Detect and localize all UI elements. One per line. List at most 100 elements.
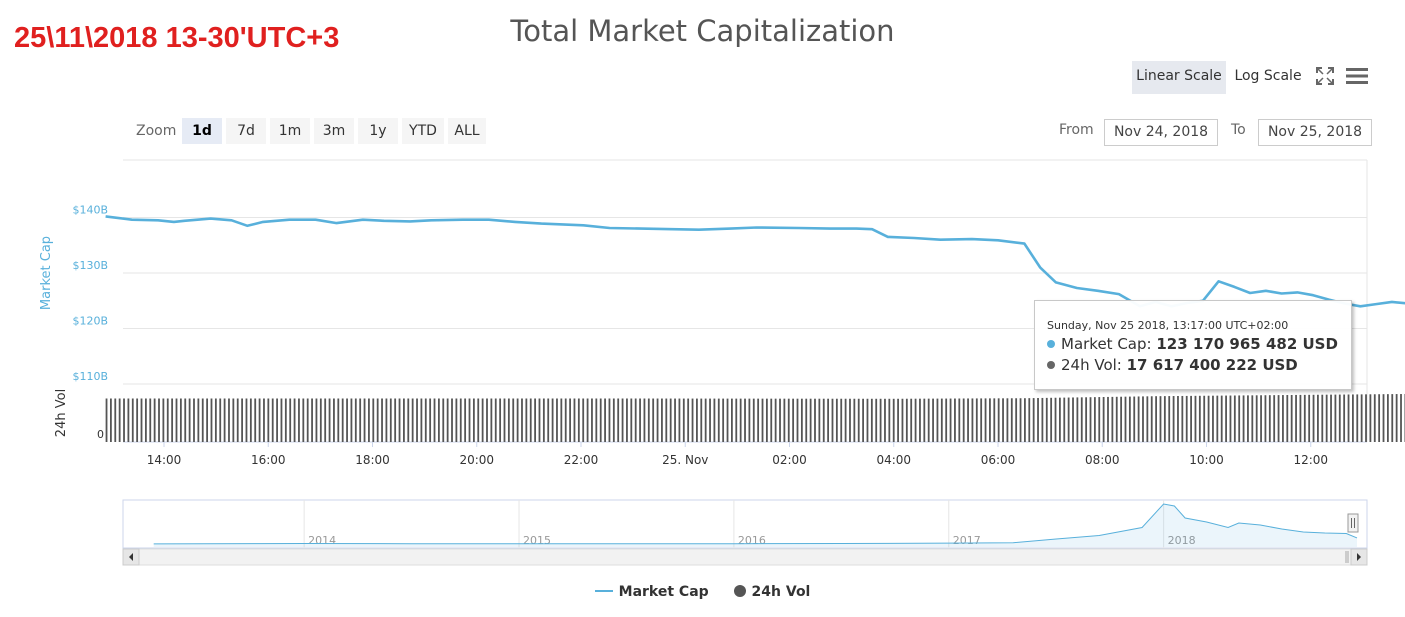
volume-bar [827, 398, 830, 442]
volume-bar [385, 398, 388, 442]
volume-bar [1286, 395, 1289, 442]
volume-bar [446, 398, 449, 442]
volume-bar [1216, 395, 1219, 442]
from-date-input[interactable]: Nov 24, 2018 [1104, 119, 1218, 146]
to-date-input[interactable]: Nov 25, 2018 [1258, 119, 1372, 146]
volume-bar [1295, 394, 1297, 442]
zoom-7d-button[interactable]: 7d [226, 118, 266, 144]
volume-bar [612, 398, 615, 442]
volume-bar [862, 398, 864, 442]
volume-bar [1382, 394, 1385, 442]
volume-bar [424, 398, 427, 442]
zoom-1m-button[interactable]: 1m [270, 118, 310, 144]
volume-bar [661, 398, 663, 442]
volume-bar [507, 398, 510, 442]
volume-bar [298, 398, 300, 442]
volume-bar [1194, 395, 1197, 442]
volume-bar [494, 398, 497, 442]
volume-bar [586, 398, 589, 442]
volume-bar [1338, 394, 1341, 442]
y-tick-label: $130B [72, 259, 108, 272]
volume-bar [1137, 396, 1140, 442]
volume-bar [595, 398, 598, 442]
x-tick-label: 16:00 [251, 453, 286, 467]
volume-bar [1299, 394, 1302, 442]
volume-bar [1146, 396, 1149, 442]
volume-bar [844, 398, 847, 442]
volume-bar [1343, 394, 1346, 442]
volume-bar [993, 398, 996, 442]
volume-bar [984, 398, 987, 442]
volume-bar [206, 398, 209, 442]
volume-bar [1037, 398, 1039, 442]
volume-bar [949, 398, 952, 442]
x-tick-label: 14:00 [147, 453, 182, 467]
volume-bar [809, 398, 812, 442]
log-scale-button[interactable]: Log Scale [1234, 68, 1302, 84]
volume-bar [144, 398, 147, 442]
legend-item-market-cap[interactable]: Market Cap [594, 584, 709, 600]
chevron-right-icon [1357, 553, 1361, 561]
fullscreen-icon[interactable] [1315, 66, 1335, 86]
volume-bar [241, 398, 243, 442]
volume-bar [814, 398, 816, 442]
volume-bar [127, 398, 130, 442]
volume-bar [656, 398, 659, 442]
volume-bar [748, 398, 751, 442]
navigator-line [153, 503, 1358, 545]
volume-bar [1220, 395, 1223, 442]
volume-bar [582, 398, 585, 442]
volume-bar [1264, 395, 1267, 442]
volume-bar [717, 398, 720, 442]
x-tick-label: 22:00 [564, 453, 599, 467]
volume-bar [940, 398, 943, 442]
x-tick-label: 08:00 [1085, 453, 1120, 467]
volume-bar [499, 398, 502, 442]
volume-bar [123, 398, 125, 442]
volume-bar [800, 398, 803, 442]
zoom-ytd-button[interactable]: YTD [402, 118, 444, 144]
volume-bar [223, 398, 226, 442]
chevron-left-icon [129, 553, 133, 561]
volume-bar [945, 398, 948, 442]
hamburger-menu-icon[interactable] [1345, 66, 1369, 86]
volume-bar [822, 398, 825, 442]
volume-bar [669, 398, 672, 442]
volume-bar [1115, 396, 1118, 442]
volume-bar [621, 398, 624, 442]
volume-bar [280, 398, 283, 442]
volume-bar [551, 398, 554, 442]
volume-bar [1321, 394, 1324, 442]
volume-bar [835, 398, 838, 442]
volume-bar [542, 398, 545, 442]
volume-bar [184, 398, 187, 442]
zoom-all-button[interactable]: ALL [448, 118, 486, 144]
volume-bar [547, 398, 550, 442]
volume-bar [1273, 395, 1276, 442]
volume-bar [591, 398, 593, 442]
volume-bar [171, 398, 174, 442]
legend-item-volume[interactable]: 24h Vol [733, 584, 810, 600]
zoom-1y-button[interactable]: 1y [358, 118, 398, 144]
volume-bar [158, 398, 160, 442]
volume-bar [271, 398, 274, 442]
volume-bar [1325, 394, 1328, 442]
linear-scale-button[interactable]: Linear Scale [1132, 61, 1226, 94]
volume-bar [914, 398, 917, 442]
volume-bar [403, 398, 405, 442]
tooltip-header: Sunday, Nov 25 2018, 13:17:00 UTC+02:00 [1047, 319, 1289, 332]
zoom-3m-button[interactable]: 3m [314, 118, 354, 144]
volume-bar [888, 398, 891, 442]
volume-bar [394, 398, 397, 442]
volume-bar [1124, 396, 1127, 442]
timestamp-annotation: 25\11\2018 13-30'UTC+3 [14, 22, 340, 54]
volume-bar [534, 398, 537, 442]
volume-bar [643, 398, 646, 442]
volume-bar [455, 398, 458, 442]
volume-bar [1251, 395, 1254, 442]
volume-bar [774, 398, 777, 442]
zoom-1d-button[interactable]: 1d [182, 118, 222, 144]
volume-bar [875, 398, 878, 442]
volume-bar [153, 398, 156, 442]
